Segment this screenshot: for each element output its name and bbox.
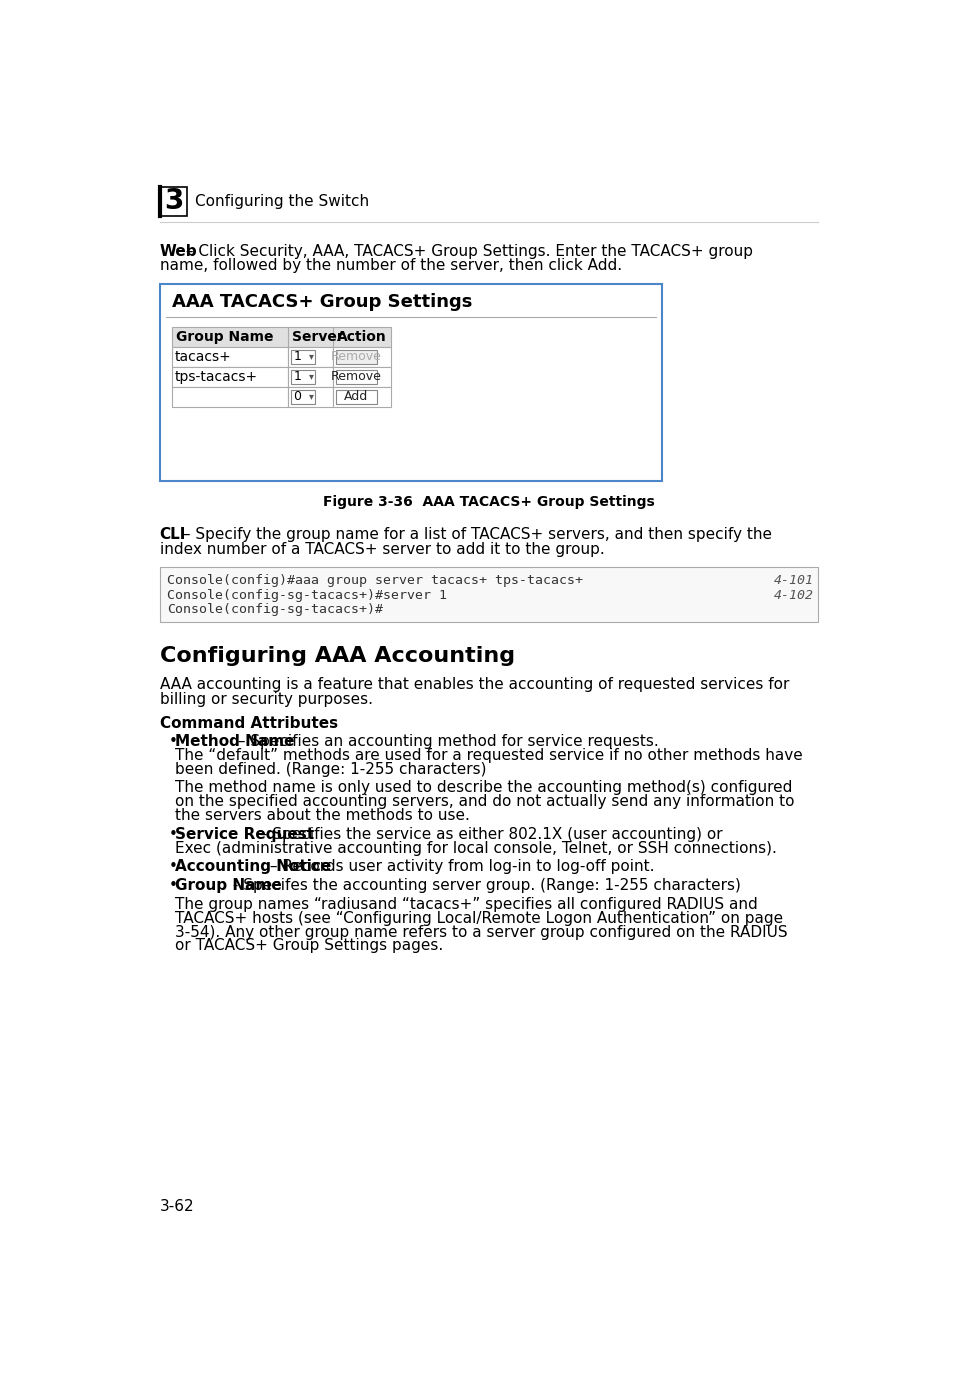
Text: index number of a TACACS+ server to add it to the group.: index number of a TACACS+ server to add … (159, 541, 603, 557)
Text: Command Attributes: Command Attributes (159, 716, 337, 730)
Bar (159, 283, 661, 480)
Text: 3-54). Any other group name refers to a server group configured on the RADIUS: 3-54). Any other group name refers to a … (174, 924, 787, 940)
Bar (291, 350, 315, 364)
Text: 3: 3 (164, 187, 183, 215)
Bar (335, 390, 376, 404)
Text: Exec (administrative accounting for local console, Telnet, or SSH connections).: Exec (administrative accounting for loca… (174, 841, 776, 856)
Text: billing or security purposes.: billing or security purposes. (159, 691, 373, 706)
Text: •: • (169, 879, 177, 894)
Text: 1: 1 (294, 350, 301, 364)
Text: TACACS+ hosts (see “Configuring Local/Remote Logon Authentication” on page: TACACS+ hosts (see “Configuring Local/Re… (174, 911, 782, 926)
Text: Accounting Notice: Accounting Notice (174, 859, 331, 874)
Text: Configuring the Switch: Configuring the Switch (195, 194, 369, 208)
Text: ▾: ▾ (309, 391, 314, 401)
Text: Remove: Remove (331, 350, 381, 364)
Text: Add: Add (344, 390, 368, 404)
Text: - Specifes the accounting server group. (Range: 1-255 characters): - Specifes the accounting server group. … (228, 879, 740, 894)
Text: Action: Action (336, 330, 386, 344)
Bar (288, 387, 333, 407)
Text: CLI: CLI (159, 527, 186, 541)
Text: ▾: ▾ (309, 371, 314, 380)
Text: tps-tacacs+: tps-tacacs+ (174, 369, 258, 383)
Bar (333, 366, 391, 387)
Text: tacacs+: tacacs+ (174, 350, 232, 364)
Bar (333, 347, 391, 366)
Bar (172, 366, 288, 387)
Text: The group names “radiusand “tacacs+” specifies all configured RADIUS and: The group names “radiusand “tacacs+” spe… (174, 897, 757, 912)
Text: the servers about the methods to use.: the servers about the methods to use. (174, 808, 470, 823)
Bar (288, 347, 333, 366)
Text: name, followed by the number of the server, then click Add.: name, followed by the number of the serv… (159, 258, 621, 273)
Text: •: • (169, 827, 177, 843)
Bar (335, 350, 376, 364)
Text: AAA TACACS+ Group Settings: AAA TACACS+ Group Settings (172, 293, 472, 311)
Bar (172, 326, 391, 347)
Text: ▾: ▾ (309, 351, 314, 361)
Text: •: • (169, 859, 177, 874)
Bar (172, 387, 288, 407)
Bar (159, 186, 187, 217)
Text: Group Name: Group Name (175, 330, 274, 344)
Bar (288, 366, 333, 387)
Text: The method name is only used to describe the accounting method(s) configured: The method name is only used to describe… (174, 780, 792, 795)
Text: AAA accounting is a feature that enables the accounting of requested services fo: AAA accounting is a feature that enables… (159, 677, 788, 693)
Text: – Specify the group name for a list of TACACS+ servers, and then specify the: – Specify the group name for a list of T… (178, 527, 771, 541)
Text: on the specified accounting servers, and do not actually send any information to: on the specified accounting servers, and… (174, 794, 794, 809)
Bar (159, 566, 818, 622)
Text: 4-101: 4-101 (773, 573, 813, 587)
Bar (291, 369, 315, 383)
Text: or TACACS+ Group Settings pages.: or TACACS+ Group Settings pages. (174, 938, 443, 954)
Text: – Records user activity from log-in to log-off point.: – Records user activity from log-in to l… (265, 859, 654, 874)
Text: Figure 3-36  AAA TACACS+ Group Settings: Figure 3-36 AAA TACACS+ Group Settings (323, 494, 654, 508)
Text: Remove: Remove (331, 371, 381, 383)
Text: Server: Server (292, 330, 343, 344)
Text: Group Name: Group Name (174, 879, 281, 894)
Text: Console(config-sg-tacacs+)#server 1: Console(config-sg-tacacs+)#server 1 (167, 589, 447, 601)
Text: Configuring AAA Accounting: Configuring AAA Accounting (159, 647, 514, 666)
Text: •: • (169, 734, 177, 750)
Text: Web: Web (159, 243, 197, 258)
Text: 4-102: 4-102 (773, 589, 813, 601)
Text: – Click Security, AAA, TACACS+ Group Settings. Enter the TACACS+ group: – Click Security, AAA, TACACS+ Group Set… (181, 243, 753, 258)
Bar (335, 369, 376, 383)
Text: – Specifies the service as either 802.1X (user accounting) or: – Specifies the service as either 802.1X… (254, 827, 721, 843)
Text: The “default” methods are used for a requested service if no other methods have: The “default” methods are used for a req… (174, 748, 802, 763)
Bar (333, 387, 391, 407)
Text: been defined. (Range: 1-255 characters): been defined. (Range: 1-255 characters) (174, 762, 486, 777)
Text: 1: 1 (294, 371, 301, 383)
Text: – Specifies an accounting method for service requests.: – Specifies an accounting method for ser… (233, 734, 659, 750)
Bar (291, 390, 315, 404)
Text: Console(config)#aaa group server tacacs+ tps-tacacs+: Console(config)#aaa group server tacacs+… (167, 573, 582, 587)
Bar (172, 347, 288, 366)
Text: 3-62: 3-62 (159, 1199, 194, 1213)
Text: Console(config-sg-tacacs+)#: Console(config-sg-tacacs+)# (167, 604, 383, 616)
Text: Method Name: Method Name (174, 734, 294, 750)
Text: 0: 0 (294, 390, 301, 404)
Text: Service Request: Service Request (174, 827, 314, 843)
